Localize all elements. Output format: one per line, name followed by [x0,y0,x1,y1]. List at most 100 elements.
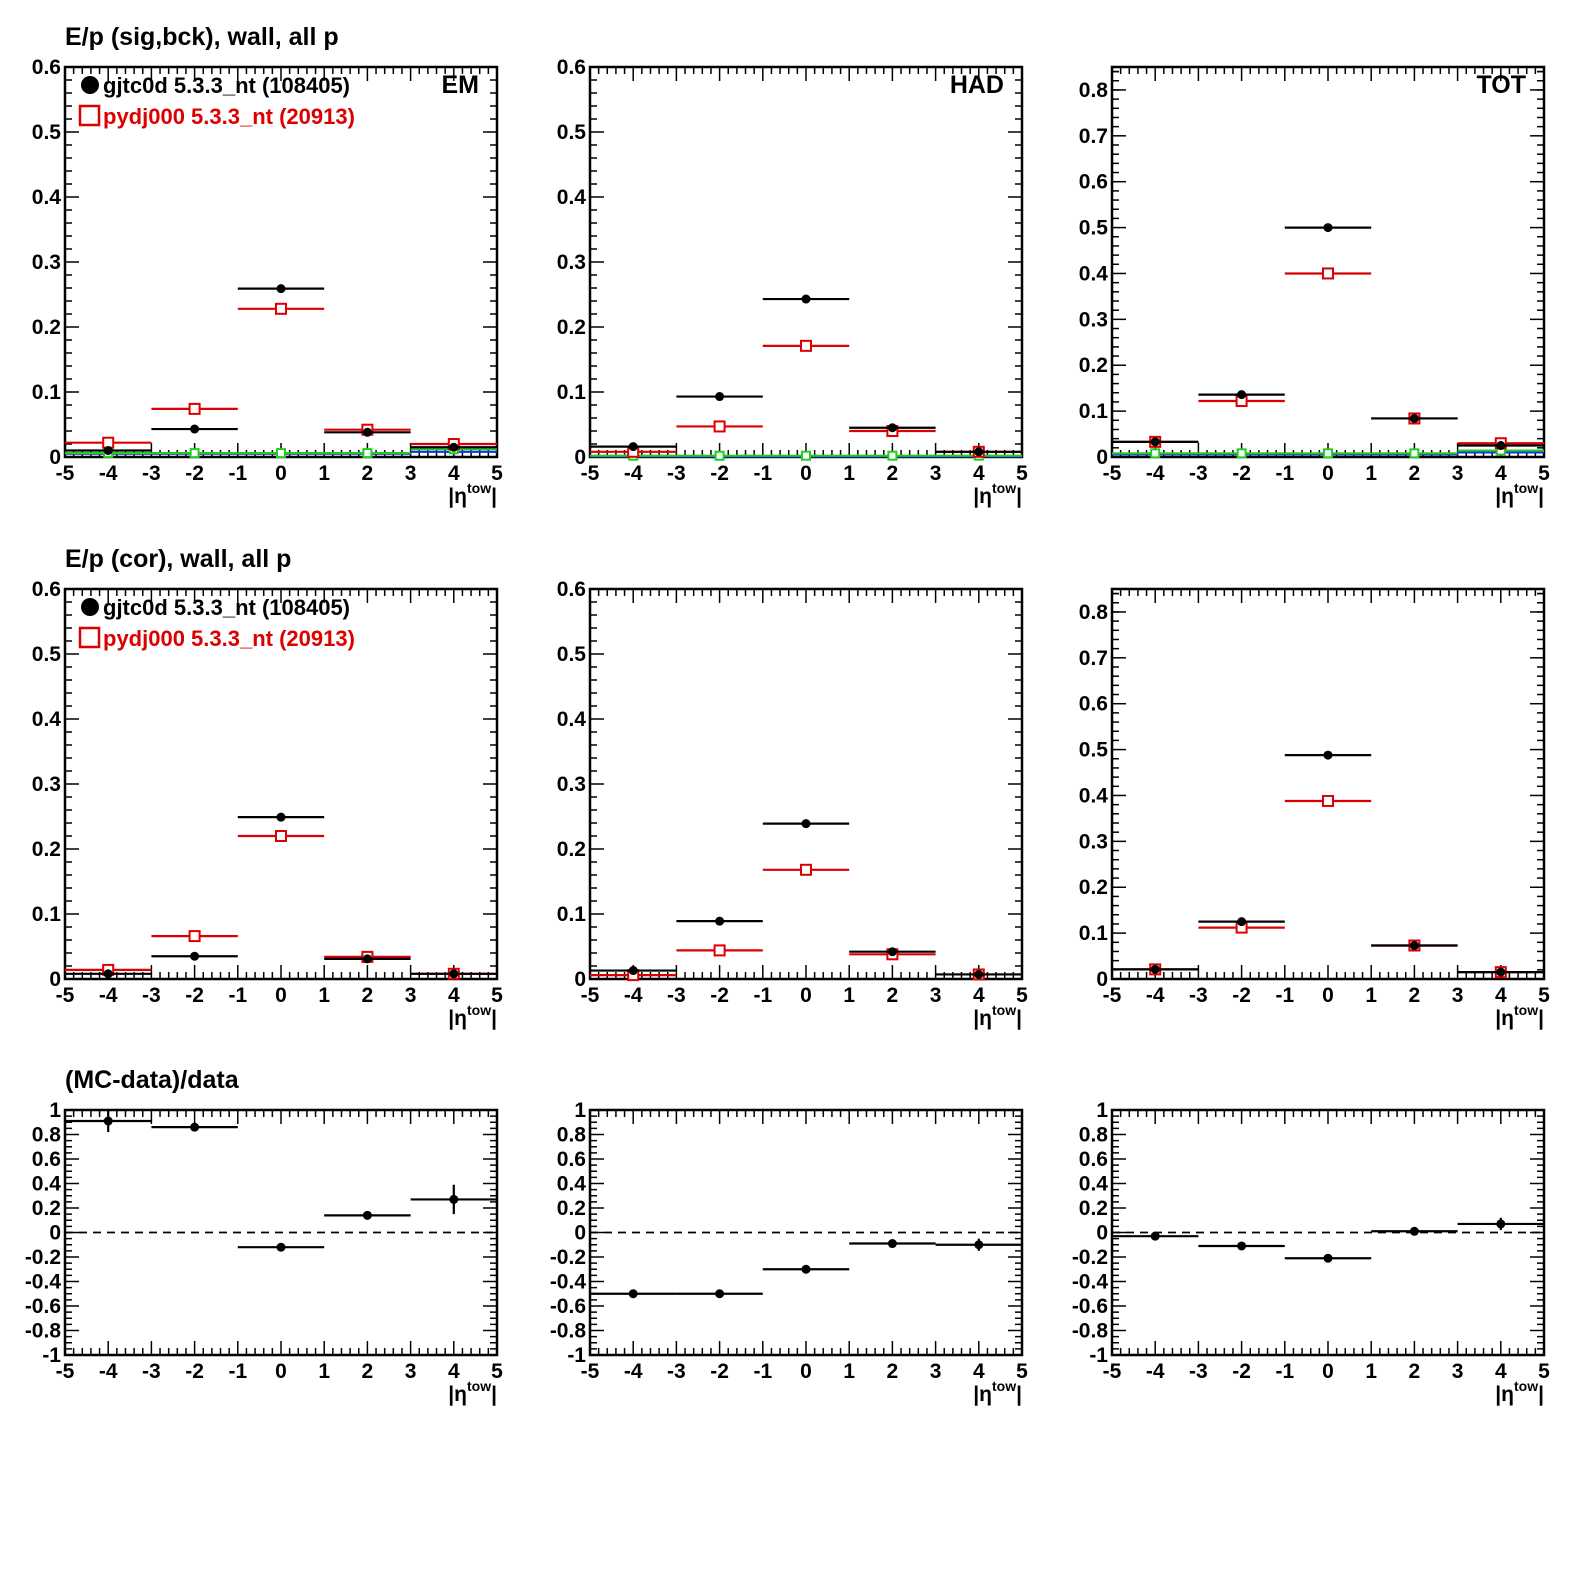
x-tick-label: 1 [843,462,855,485]
y-tick-label: 0.6 [557,1148,586,1171]
data-point [362,1210,372,1220]
y-tick-label: 0.6 [32,56,61,79]
panel-4: E/p (cor), wall, all p -5 -4 -3 -2 -1 0 1 2 3 4 5 0 0… [32,545,503,1030]
data-point [1237,917,1247,927]
x-tick-label: -2 [185,984,204,1007]
plot-frame [1110,587,1546,981]
data-point [628,1289,638,1299]
x-tick-label: -5 [581,1360,600,1383]
x-tick-label: 4 [973,462,985,485]
panel-6: -5 -4 -3 -2 -1 0 1 2 3 4 5 0 0.1 0.2 0.3 0.4 0.5 0.6 0.7 0.… [1079,587,1550,1030]
data-point [628,966,638,976]
y-tick-label: -0.4 [1072,1271,1109,1294]
data-point [276,1242,286,1252]
x-tick-label: -2 [710,1360,729,1383]
data-point [801,450,811,461]
series-black-dot [590,819,1022,979]
y-tick-label: 0 [574,968,586,991]
y-tick-label: -1 [567,1344,586,1367]
panel-5: -5 -4 -3 -2 -1 0 1 2 3 4 5 0 0.1 0.2 0.3 0.4 0.5 0.6 |ηtow… [557,578,1028,1030]
x-tick-label: 2 [1409,984,1421,1007]
data-point [449,1194,459,1204]
x-tick-label: -2 [1232,462,1251,485]
data-point [276,284,286,294]
x-tick-label: 0 [275,984,287,1007]
data-point [1409,941,1419,951]
y-tick-label: 0.4 [1079,1173,1109,1196]
x-tick-label: -2 [1232,1360,1251,1383]
y-tick-label: 0.2 [32,1197,61,1220]
x-tick-label: 0 [1322,1360,1334,1383]
x-axis-title: |ηtow| [973,1002,1022,1030]
data-point [1150,437,1160,447]
axis-ticks [589,588,1023,980]
y-tick-label: 0.5 [557,121,587,144]
panel-1: E/p (sig,bck), wall, all p -5 -4 -3 -2 -1 0 1 2 3… [32,23,503,508]
y-tick-label: 0.2 [557,1197,586,1220]
y-tick-label: 0.4 [32,1173,62,1196]
series-green [1112,445,1544,459]
data-point [974,969,984,979]
x-tick-label: -3 [667,984,686,1007]
x-tick-label: 3 [930,1360,942,1383]
x-tick-label: -4 [1146,984,1165,1007]
y-tick-label: 0 [574,1222,586,1245]
x-tick-label: 0 [1322,462,1334,485]
x-tick-label: 3 [1452,462,1464,485]
y-tick-label: -0.4 [550,1271,587,1294]
y-tick-label: -1 [1089,1344,1108,1367]
y-tick-label: 0.1 [557,903,587,926]
x-tick-label: -5 [56,1360,75,1383]
x-tick-label: -3 [142,462,161,485]
x-tick-label: -3 [1189,1360,1208,1383]
y-tick-label: -0.6 [25,1295,61,1318]
data-point [715,392,725,402]
data-point [1323,750,1333,760]
panel-7: (MC-data)/data-5 -4 -3 -2 -1 0 1 2 3 4 5-1-0.8-0.6… [25,1066,503,1406]
y-tick-label: -0.2 [550,1246,586,1269]
panel-2: -5 -4 -3 -2 -1 0 1 2 3 4 5 0 0.1 0.2 0.3 0.4 0.5 0.6 |ηtow… [557,56,1028,508]
plot-frame [588,65,1024,459]
y-tick-label: 0.4 [32,708,62,731]
x-tick-label: -3 [1189,984,1208,1007]
x-axis-title: |ηtow| [448,1378,497,1406]
x-tick-label: -1 [1275,462,1294,485]
y-tick-label: 0 [49,968,61,991]
data-point [190,1122,200,1132]
x-tick-label: 0 [1322,984,1334,1007]
data-point [801,1264,811,1274]
y-tick-label: 0.4 [557,1173,587,1196]
row-title: E/p (sig,bck), wall, all p [65,23,339,51]
x-tick-label: 4 [448,984,460,1007]
data-point [276,448,286,459]
y-tick-label: 0 [574,446,586,469]
x-tick-label: 1 [318,1360,330,1383]
x-tick-label: -4 [1146,462,1165,485]
y-tick-label: 0 [1096,968,1108,991]
y-tick-label: 0.3 [32,251,61,274]
x-tick-label: -1 [228,1360,247,1383]
y-tick-label: 0.2 [557,838,586,861]
data-point [713,420,726,433]
x-tick-label: 4 [1495,1360,1507,1383]
x-tick-label: 5 [1538,984,1550,1007]
y-tick-label: 0.5 [32,121,62,144]
plot-frame [588,587,1024,981]
y-tick-label: 0 [1096,446,1108,469]
x-tick-label: 2 [1409,1360,1421,1383]
x-tick-label: -2 [1232,984,1251,1007]
plot-frame [63,587,499,981]
data-point [887,450,898,461]
y-tick-label: -0.6 [550,1295,586,1318]
data-point [1237,390,1247,400]
x-tick-label: -4 [99,462,118,485]
axis-ticks [64,1109,498,1356]
x-tick-label: -5 [1103,984,1122,1007]
x-tick-label: 5 [491,462,503,485]
x-tick-label: 1 [1365,462,1377,485]
x-tick-label: 2 [887,984,899,1007]
x-tick-label: 1 [843,984,855,1007]
y-tick-label: 0.4 [1079,262,1109,285]
legend-label: pydj000 5.3.3_nt (20913) [103,626,355,651]
x-tick-label: -4 [1146,1360,1165,1383]
